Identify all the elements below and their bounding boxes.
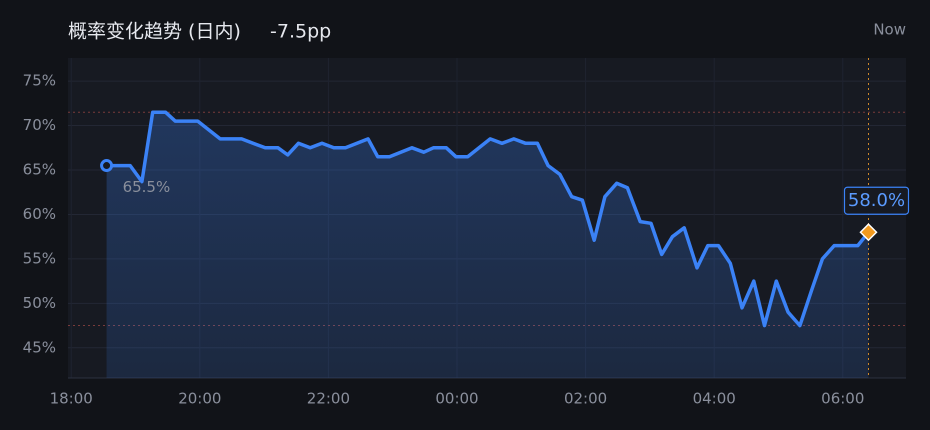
y-tick-label: 45% bbox=[23, 338, 56, 356]
x-tick-label: 22:00 bbox=[307, 390, 350, 408]
y-tick-label: 65% bbox=[23, 161, 56, 179]
line bbox=[106, 110, 870, 328]
area bbox=[106, 112, 869, 378]
start-marker bbox=[100, 159, 114, 173]
x-tick-label: 18:00 bbox=[50, 390, 93, 408]
y-tick-label: 75% bbox=[23, 72, 56, 90]
change: -7.5pp bbox=[270, 21, 331, 43]
y-tick-label: 60% bbox=[23, 205, 56, 223]
x-tick-label: 20:00 bbox=[178, 390, 221, 408]
y-tick-label: 50% bbox=[23, 294, 56, 312]
end-label: 58.0% bbox=[848, 190, 905, 211]
x-tick-label: 00:00 bbox=[435, 390, 478, 408]
y-tick-label: 70% bbox=[23, 116, 56, 134]
chart-title: 概率变化趋势 (日内) bbox=[68, 21, 241, 43]
now-label: Now bbox=[873, 21, 906, 39]
start-label: 65.5% bbox=[123, 178, 171, 196]
end-marker bbox=[859, 223, 878, 242]
end-label-box bbox=[843, 186, 910, 215]
x-tick-label: 04:00 bbox=[693, 390, 736, 408]
y-tick-label: 55% bbox=[23, 249, 56, 267]
x-tick-label: 02:00 bbox=[564, 390, 607, 408]
x-tick-label: 06:00 bbox=[821, 390, 864, 408]
